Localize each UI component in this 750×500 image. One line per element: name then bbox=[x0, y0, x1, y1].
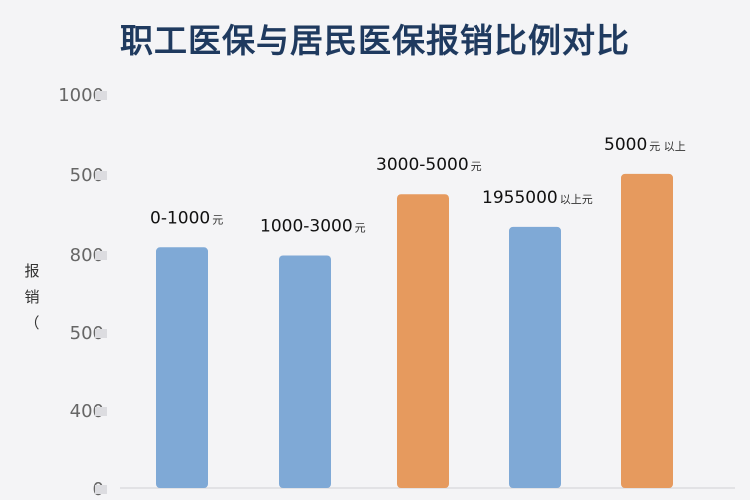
bar bbox=[279, 255, 331, 488]
data-label: 0-1000 元 bbox=[150, 208, 223, 228]
y-tick-label: 1000 bbox=[58, 85, 104, 106]
bar bbox=[156, 247, 208, 488]
y-axis-label: 报 销 （ bbox=[24, 262, 40, 332]
y-tick-label: 500 bbox=[70, 165, 104, 186]
bar bbox=[509, 226, 561, 488]
y-tick-marker bbox=[95, 251, 107, 260]
data-label: 5000 元 以上 bbox=[604, 135, 686, 155]
y-tick-marker bbox=[95, 485, 107, 494]
chart-title: 职工医保与居民医保报销比例对比 bbox=[120, 21, 630, 60]
y-tick-marker bbox=[95, 329, 107, 338]
bar bbox=[397, 194, 449, 489]
bar bbox=[621, 173, 673, 488]
y-tick-marker bbox=[95, 171, 107, 180]
data-label: 1000-3000 元 bbox=[260, 216, 366, 236]
y-tick-marker bbox=[95, 91, 107, 100]
y-tick-label: 400 bbox=[70, 401, 104, 422]
y-tick-label: 800 bbox=[70, 245, 104, 266]
y-tick-label: 500 bbox=[70, 323, 104, 344]
y-tick-marker bbox=[95, 407, 107, 416]
data-label: 3000-5000 元 bbox=[376, 155, 482, 175]
data-label: 1955000 以上元 bbox=[482, 188, 593, 208]
